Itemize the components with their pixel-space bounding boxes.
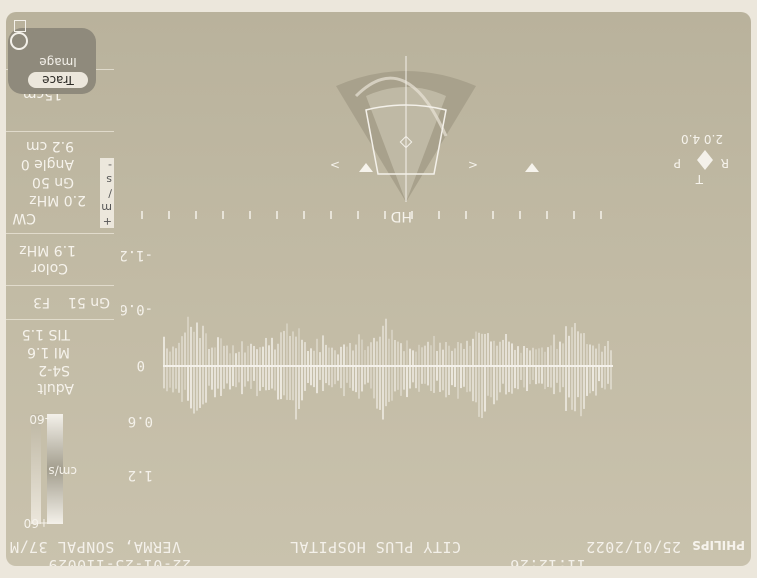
color-box[interactable]	[365, 104, 447, 175]
sector-echo	[354, 76, 448, 137]
header-bar: PHILIPS 25/01/2022 11:12:26 CITY PLUS HO…	[6, 530, 751, 566]
focus-marker-right-icon	[359, 163, 373, 172]
spectral-doppler-area: 1.2 0.6 0 -0.6 -1.2	[121, 211, 641, 501]
color-mode-label: Color	[31, 260, 68, 276]
spectral-trace	[163, 316, 612, 420]
orientation-value: 2.0 4.0	[681, 132, 723, 146]
parameter-panel: Adult S4-2 MI 1.6 TIS 1.5 F3 Gn 51 Color…	[6, 44, 114, 530]
sample-volume-marker[interactable]	[399, 135, 413, 149]
display-plate: PHILIPS 25/01/2022 11:12:26 CITY PLUS HO…	[6, 12, 751, 566]
hospital-name: CITY PLUS HOSPITAL	[289, 538, 461, 556]
mode-label: F3	[33, 294, 50, 310]
orientation-t: T	[695, 172, 703, 186]
patient-id: 22-01-25-110029	[48, 556, 191, 566]
probe-label: S4-2	[38, 362, 70, 378]
velocity-tick: 0	[137, 357, 145, 373]
velocity-tick: 1.2	[128, 467, 153, 483]
exam-time: 11:12:26	[509, 556, 586, 566]
divider	[6, 285, 114, 286]
preset-label: Adult	[37, 380, 74, 396]
gain-2d-label: Gn 51	[68, 294, 110, 310]
patient-name: VERMA, SONPAL 37/M	[9, 538, 181, 556]
color-freq-label: 1.9 MHz	[19, 242, 76, 258]
time-axis-ticks	[141, 211, 602, 219]
focus-marker-left-icon	[525, 163, 539, 172]
mi-label: MI 1.6	[27, 344, 70, 360]
orientation-indicator: T R P 2.0 4.0	[663, 126, 733, 186]
angle-label: Angle 0	[20, 156, 74, 172]
velocity-mini-scale: + m / s -	[100, 158, 114, 228]
divider	[6, 233, 114, 234]
brand-logo: PHILIPS	[692, 538, 745, 552]
cw-freq-label: 2.0 MHz	[29, 192, 86, 208]
toggle-knob-icon[interactable]	[10, 32, 28, 50]
velocity-axis: 1.2 0.6 0 -0.6 -1.2	[121, 247, 153, 483]
orientation-arrow-icon	[697, 150, 713, 160]
image-pill[interactable]: Image	[39, 55, 77, 69]
orientation-p: P	[673, 156, 681, 170]
sector-preview: < > HD	[296, 36, 516, 224]
velocity-tick: -1.2	[121, 247, 153, 263]
velocity-tick: -0.6	[121, 301, 153, 317]
cw-gain-label: Gn 50	[32, 174, 74, 190]
corner-box-icon	[14, 20, 26, 32]
arrow-right-icon: >	[330, 158, 340, 172]
harmonic-label: HD	[390, 208, 412, 224]
sector-svg: < >	[330, 56, 478, 202]
image-trace-toggle[interactable]: Trace Image	[8, 28, 96, 94]
spectral-svg: 1.2 0.6 0 -0.6 -1.2	[121, 211, 613, 483]
orientation-arrow-icon	[697, 160, 713, 170]
velocity-tick: 0.6	[128, 413, 153, 429]
trace-pill[interactable]: Trace	[28, 72, 88, 88]
depth-label: 9.2 cm	[25, 138, 74, 154]
divider	[6, 131, 114, 132]
orientation-r: R	[720, 156, 729, 170]
arrow-left-icon: <	[468, 158, 478, 172]
exam-date: 25/01/2022	[585, 538, 681, 556]
divider	[6, 319, 114, 320]
tis-label: TIS 1.5	[21, 326, 70, 342]
cw-label: CW	[12, 210, 36, 226]
